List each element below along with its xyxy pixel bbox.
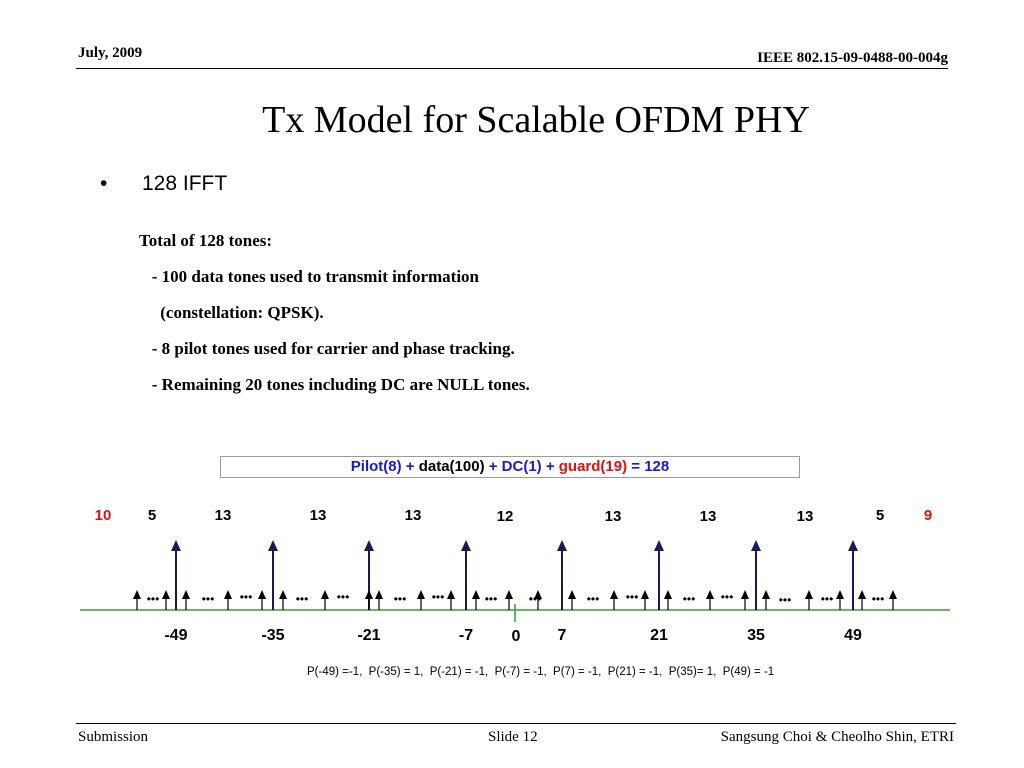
data-tone-arrowhead	[706, 590, 714, 599]
bullet-text: 128 IFFT	[142, 172, 228, 195]
pilot-arrowhead	[654, 540, 664, 551]
tone-group-count: 13	[405, 507, 422, 524]
data-tone-arrowhead	[279, 590, 287, 599]
data-tone-arrowhead	[365, 590, 373, 599]
tone-notes: Total of 128 tones: - 100 data tones use…	[139, 230, 530, 410]
ellipsis-dots: •••	[394, 592, 407, 606]
data-tone-arrowhead	[610, 590, 618, 599]
pilot-index-label: 7	[558, 627, 567, 644]
formula-part: Pilot(8) +	[350, 458, 419, 475]
data-tone-arrowhead	[182, 590, 190, 599]
data-tone-arrowhead	[889, 590, 897, 599]
data-tone-arrowhead	[505, 590, 513, 599]
pilot-index-label: -21	[357, 627, 380, 644]
tone-group-count: 13	[215, 507, 232, 524]
pilot-index-label: 35	[747, 627, 765, 644]
data-tone-arrowhead	[447, 590, 455, 599]
dc-label: 0	[512, 628, 521, 645]
pilot-arrowhead	[171, 540, 181, 551]
data-tone-arrowhead	[258, 590, 266, 599]
footer-slide-number: Slide 12	[488, 729, 538, 745]
data-tone-arrowhead	[858, 590, 866, 599]
note-line: - 100 data tones used to transmit inform…	[139, 267, 479, 286]
pilot-arrowhead	[461, 540, 471, 551]
data-tone-arrowhead	[534, 590, 542, 599]
data-tone-arrowhead	[805, 590, 813, 599]
tone-group-count: 13	[310, 507, 327, 524]
pilot-index-label: -49	[164, 627, 187, 644]
data-tone-arrowhead	[836, 590, 844, 599]
tone-group-count: 9	[924, 507, 932, 524]
ellipsis-dots: •••	[721, 590, 734, 604]
note-line: (constellation: QPSK).	[139, 303, 324, 322]
data-tone-arrowhead	[417, 590, 425, 599]
data-tone-arrowhead	[224, 590, 232, 599]
pilot-values: P(-49) =-1, P(-35) = 1, P(-21) = -1, P(-…	[307, 666, 775, 678]
pilot-index-label: 21	[650, 627, 668, 644]
tone-formula-box: Pilot(8) + data(100) + DC(1) + guard(19)…	[220, 456, 800, 478]
header-date: July, 2009	[78, 45, 143, 61]
footer-authors: Sangsung Choi & Cheolho Shin, ETRI	[720, 729, 954, 745]
ellipsis-dots: •••	[683, 592, 696, 606]
pilot-arrowhead	[364, 540, 374, 551]
note-line: Total of 128 tones:	[139, 231, 273, 250]
tone-group-count: 13	[797, 508, 814, 525]
tone-group-count: 12	[497, 508, 514, 525]
ellipsis-dots: •••	[337, 590, 350, 604]
pilot-arrowhead	[268, 540, 278, 551]
data-tone-arrowhead	[162, 590, 170, 599]
pilot-arrowhead	[848, 540, 858, 551]
tone-group-count: 5	[876, 507, 884, 524]
data-tone-arrowhead	[664, 590, 672, 599]
ellipsis-dots: •••	[587, 592, 600, 606]
data-tone-arrowhead	[321, 590, 329, 599]
ellipsis-dots: •••	[432, 590, 445, 604]
ellipsis-dots: •••	[296, 592, 309, 606]
data-tone-arrowhead	[133, 590, 141, 599]
bullet-marker: •	[100, 172, 108, 195]
footer-divider	[76, 723, 956, 724]
document-id: IEEE 802.15-09-0488-00-004g	[757, 50, 948, 66]
formula-part: data(100)	[418, 458, 485, 475]
ellipsis-dots: •••	[626, 590, 639, 604]
ellipsis-dots: •••	[147, 592, 160, 606]
data-tone-arrowhead	[741, 590, 749, 599]
tone-group-count: 10	[95, 507, 112, 524]
bullet-item: • 128 IFFT	[100, 172, 227, 196]
tone-group-count: 5	[148, 507, 156, 524]
data-tone-arrowhead	[762, 590, 770, 599]
note-line: - Remaining 20 tones including DC are NU…	[139, 375, 530, 394]
ellipsis-dots: •••	[779, 593, 792, 607]
pilot-index-label: 49	[844, 627, 862, 644]
slide-title: Tx Model for Scalable OFDM PHY	[262, 99, 810, 141]
data-tone-arrowhead	[472, 590, 480, 599]
pilot-index-label: -7	[459, 627, 473, 644]
pilot-arrowhead	[751, 540, 761, 551]
formula-part: guard(19)	[558, 458, 628, 475]
ellipsis-dots: •••	[240, 590, 253, 604]
note-line: - 8 pilot tones used for carrier and pha…	[139, 339, 515, 358]
ellipsis-dots: •••	[529, 592, 542, 606]
data-tone-arrowhead	[641, 590, 649, 599]
pilot-index-label: -35	[261, 627, 284, 644]
formula-part: + DC(1) +	[484, 458, 559, 475]
ellipsis-dots: •••	[872, 592, 885, 606]
tone-group-count: 13	[605, 508, 622, 525]
footer-submission: Submission	[78, 729, 149, 745]
ellipsis-dots: •••	[485, 592, 498, 606]
ellipsis-dots: •••	[202, 592, 215, 606]
pilot-arrowhead	[557, 540, 567, 551]
data-tone-arrowhead	[375, 590, 383, 599]
formula-part: = 128	[627, 458, 670, 475]
header-divider	[76, 68, 948, 69]
tone-group-count: 13	[700, 508, 717, 525]
ellipsis-dots: •••	[821, 592, 834, 606]
data-tone-arrowhead	[568, 590, 576, 599]
